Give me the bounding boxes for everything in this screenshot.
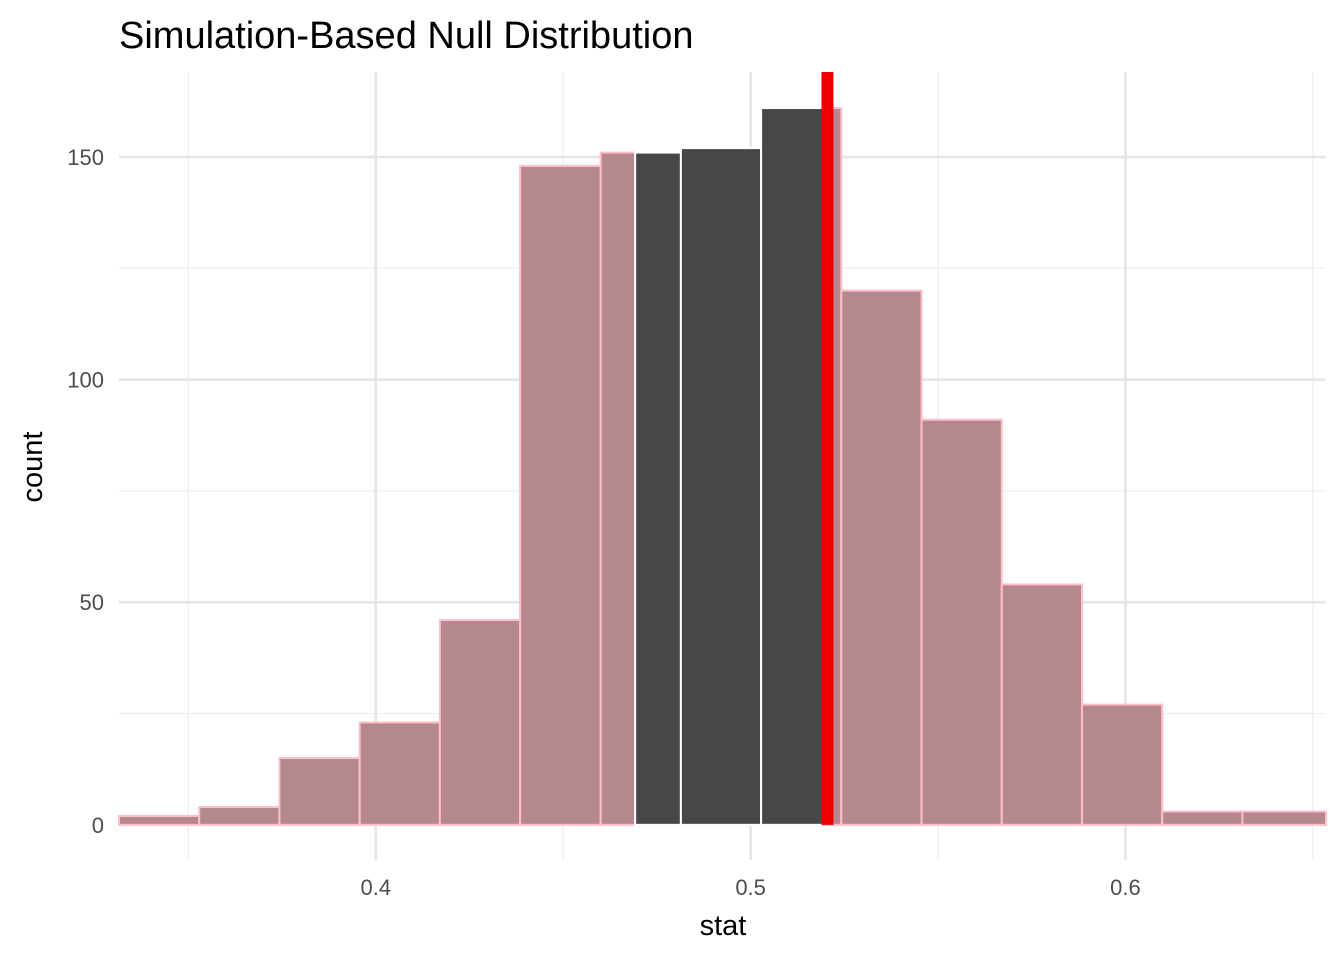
y-axis-label: count — [17, 432, 49, 503]
x-tick-label: 0.4 — [360, 875, 391, 900]
shaded-bar — [679, 147, 763, 826]
x-tick-label: 0.5 — [735, 875, 766, 900]
tick-labels: 0.4 0.5 0.6 0 50 100 150 — [67, 145, 1140, 900]
histogram-bar — [1161, 810, 1244, 826]
histogram-bars — [118, 107, 1328, 826]
histogram-bar — [358, 721, 441, 826]
x-tick-label: 0.6 — [1110, 875, 1141, 900]
histogram-bar — [599, 151, 637, 826]
histogram-bar — [840, 289, 923, 826]
histogram-bar — [198, 806, 281, 826]
chart-title: Simulation-Based Null Distribution — [119, 15, 693, 57]
y-tick-label: 100 — [67, 368, 104, 393]
x-axis-label: stat — [700, 910, 747, 942]
shaded-bar — [634, 151, 682, 826]
histogram-bar — [1080, 703, 1164, 826]
histogram-bar — [1000, 583, 1083, 826]
histogram-bar — [438, 619, 522, 826]
histogram-bar — [1241, 810, 1328, 826]
shaded-bar — [760, 107, 824, 826]
y-tick-label: 0 — [92, 813, 104, 838]
y-tick-label: 50 — [80, 590, 104, 615]
histogram-bar — [920, 418, 1003, 826]
histogram-bar — [118, 814, 201, 826]
y-tick-label: 150 — [67, 145, 104, 170]
histogram-bar — [519, 164, 602, 826]
histogram-bar — [278, 757, 361, 826]
